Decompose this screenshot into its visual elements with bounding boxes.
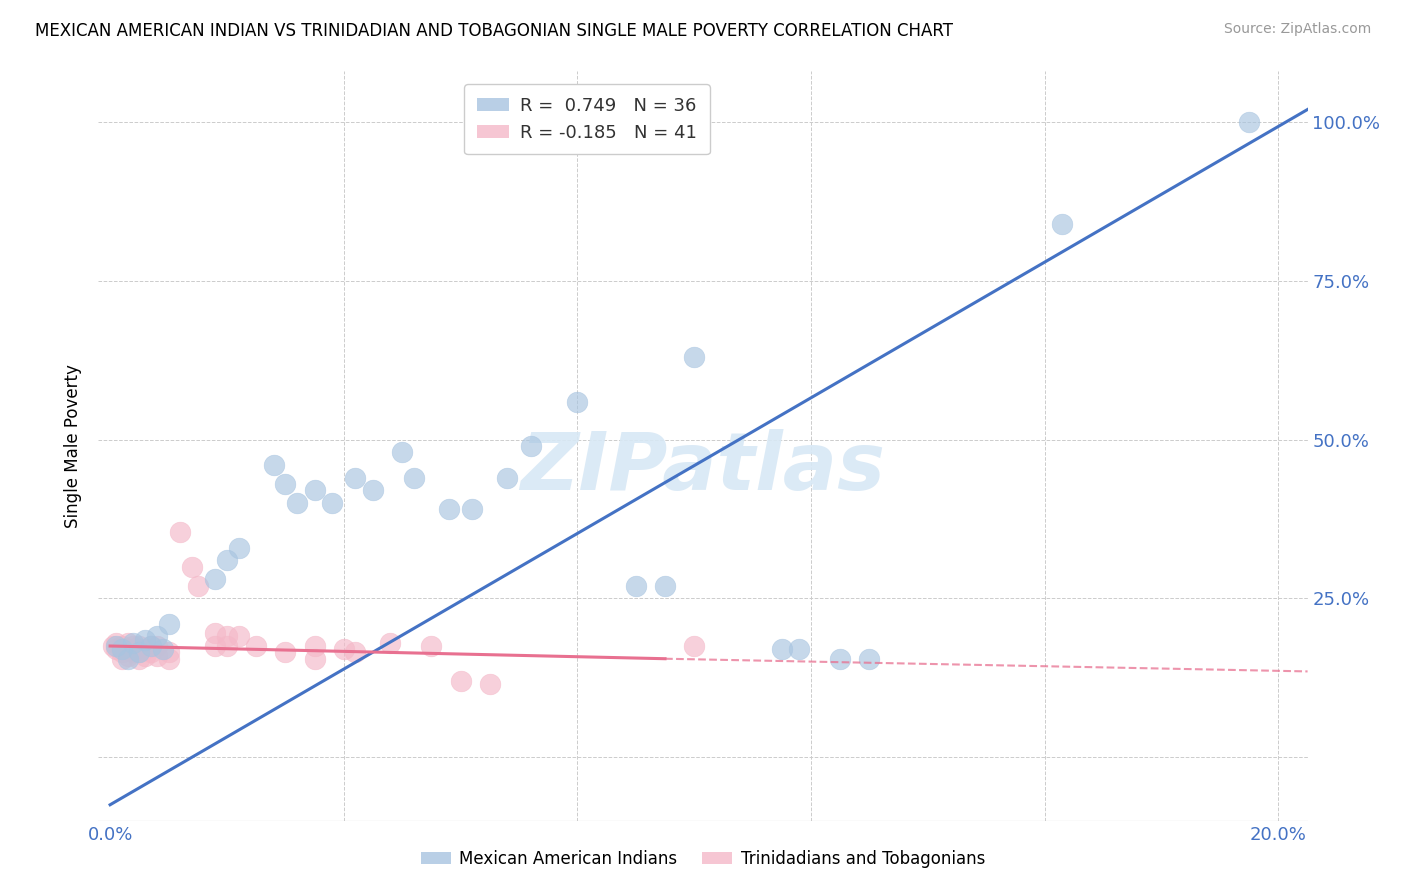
Point: [215, 630, 238, 644]
Point: [321, 496, 343, 510]
Point: [111, 645, 134, 659]
Point: [1237, 115, 1260, 129]
Point: [128, 651, 150, 665]
Point: [157, 651, 180, 665]
Point: [117, 648, 139, 663]
Point: [146, 648, 169, 663]
Point: [304, 651, 326, 665]
Point: [228, 630, 250, 644]
Point: [770, 642, 793, 657]
Point: [157, 645, 180, 659]
Point: [228, 541, 250, 555]
Point: [858, 651, 880, 665]
Point: [683, 350, 706, 364]
Point: [122, 639, 145, 653]
Point: [304, 483, 326, 498]
Point: [496, 471, 519, 485]
Point: [122, 645, 145, 659]
Point: [128, 645, 150, 659]
Point: [1052, 217, 1074, 231]
Point: [332, 642, 354, 657]
Point: [152, 642, 174, 657]
Point: [122, 636, 145, 650]
Point: [139, 645, 162, 659]
Point: [146, 630, 169, 644]
Point: [157, 616, 180, 631]
Point: [139, 639, 162, 653]
Point: [180, 559, 202, 574]
Point: [101, 639, 124, 653]
Point: [104, 639, 127, 653]
Point: [139, 639, 162, 653]
Point: [134, 632, 156, 647]
Point: [215, 639, 238, 653]
Point: [263, 458, 285, 472]
Point: [478, 677, 501, 691]
Point: [104, 636, 127, 650]
Point: [117, 636, 139, 650]
Point: [437, 502, 460, 516]
Point: [391, 445, 413, 459]
Point: [624, 579, 647, 593]
Text: MEXICAN AMERICAN INDIAN VS TRINIDADIAN AND TOBAGONIAN SINGLE MALE POVERTY CORREL: MEXICAN AMERICAN INDIAN VS TRINIDADIAN A…: [35, 22, 953, 40]
Point: [285, 496, 308, 510]
Point: [111, 639, 134, 653]
Point: [274, 645, 297, 659]
Point: [104, 642, 127, 657]
Text: ZIPatlas: ZIPatlas: [520, 429, 886, 508]
Point: [683, 639, 706, 653]
Point: [128, 645, 150, 659]
Point: [128, 639, 150, 653]
Point: [111, 642, 134, 657]
Point: [245, 639, 267, 653]
Point: [274, 477, 297, 491]
Point: [134, 642, 156, 657]
Point: [450, 673, 472, 688]
Legend: Mexican American Indians, Trinidadians and Tobagonians: Mexican American Indians, Trinidadians a…: [415, 844, 991, 875]
Point: [204, 639, 226, 653]
Point: [215, 553, 238, 567]
Point: [519, 439, 541, 453]
Point: [344, 471, 367, 485]
Point: [146, 639, 169, 653]
Point: [117, 651, 139, 665]
Point: [187, 579, 209, 593]
Point: [380, 636, 402, 650]
Y-axis label: Single Male Poverty: Single Male Poverty: [65, 364, 83, 528]
Point: [204, 572, 226, 586]
Point: [402, 471, 425, 485]
Text: Source: ZipAtlas.com: Source: ZipAtlas.com: [1223, 22, 1371, 37]
Point: [204, 626, 226, 640]
Point: [567, 394, 589, 409]
Point: [830, 651, 852, 665]
Point: [111, 651, 134, 665]
Point: [420, 639, 443, 653]
Point: [654, 579, 676, 593]
Point: [304, 639, 326, 653]
Point: [134, 648, 156, 663]
Point: [117, 642, 139, 657]
Point: [461, 502, 484, 516]
Point: [361, 483, 384, 498]
Point: [169, 524, 191, 539]
Point: [789, 642, 811, 657]
Point: [344, 645, 367, 659]
Legend: R =  0.749   N = 36, R = -0.185   N = 41: R = 0.749 N = 36, R = -0.185 N = 41: [464, 84, 710, 154]
